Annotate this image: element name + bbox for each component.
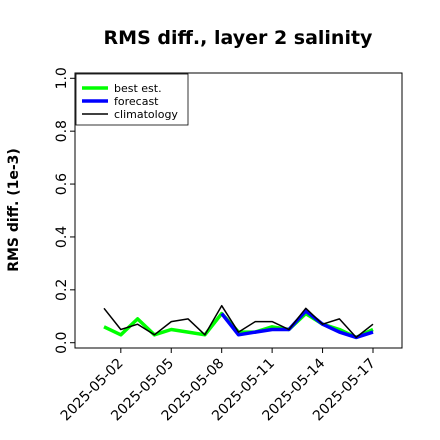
legend: best est. forecast climatology: [75, 73, 189, 126]
y-tick-label: 0.2: [54, 279, 70, 301]
y-tick-label: 0.6: [54, 173, 70, 195]
y-tick-label: 0.8: [54, 120, 70, 142]
series-lines: [103, 304, 374, 340]
legend-label-forecast: forecast: [114, 95, 159, 108]
y-tick-label: 0.0: [54, 332, 70, 354]
y-axis-label: RMS diff. (1e-3): [6, 148, 22, 272]
legend-label-climatology: climatology: [114, 108, 178, 121]
y-tick-label: 1.0: [54, 67, 70, 89]
plot-frame: [74, 72, 403, 349]
y-tick-label: 0.4: [54, 226, 70, 248]
legend-label-best-est: best est.: [114, 82, 162, 95]
series-line-forecast: [220, 309, 374, 340]
series-line-climatology: [103, 304, 374, 339]
x-axis: 2025-05-022025-05-052025-05-082025-05-11…: [58, 348, 379, 424]
chart-title: RMS diff., layer 2 salinity: [104, 27, 374, 49]
y-axis: 0.0 0.2 0.4 0.6 0.8 1.0: [54, 67, 75, 354]
